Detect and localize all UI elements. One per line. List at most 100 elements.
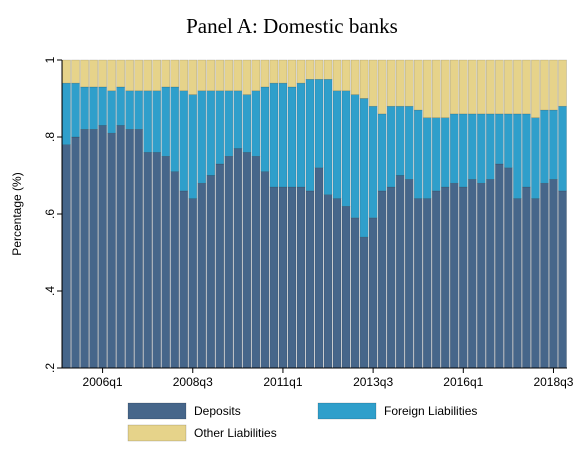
bar-segment [296, 186, 306, 369]
bar-segment [134, 129, 143, 369]
bar-segment [305, 79, 315, 192]
x-tick-label: 2008q3 [173, 375, 213, 389]
bar-segment [531, 59, 540, 118]
x-tick-label: 2016q1 [443, 375, 483, 389]
bar-segment [116, 59, 125, 88]
legend-label: Deposits [194, 404, 241, 418]
bar-segment [161, 59, 171, 88]
bar-segment [377, 190, 387, 369]
bar-segment [89, 59, 98, 88]
bar-segment [531, 117, 540, 199]
legend-label: Foreign Liabilities [384, 404, 477, 418]
bar-segment [287, 186, 297, 369]
bar-segment [62, 144, 71, 369]
bar-segment [404, 59, 414, 107]
bar-segment [477, 59, 486, 115]
bar-segment [170, 171, 180, 369]
y-tick-label: .2 [43, 363, 57, 373]
bar-segment [458, 59, 468, 115]
bar-segment [495, 163, 504, 369]
bar-segment [558, 190, 567, 369]
bar-segment [152, 90, 161, 153]
bar-segment [116, 86, 125, 126]
bar-segment [332, 198, 342, 369]
bar-segment [278, 186, 288, 369]
bar-segment [224, 156, 234, 369]
bar-segment [350, 94, 360, 219]
bar-segment [359, 98, 369, 238]
bar-segment [107, 59, 116, 92]
bar-segment [350, 59, 360, 95]
bar-segment [522, 186, 531, 369]
bar-segment [224, 59, 234, 92]
bar-segment [161, 86, 171, 157]
bar-segment [134, 59, 143, 92]
bar-segment [422, 198, 432, 369]
bar-segment [296, 59, 306, 84]
bar-segment [449, 59, 459, 115]
bar-segment [224, 90, 234, 157]
bar-segment [513, 198, 522, 369]
bar-segment [377, 59, 387, 115]
bar-segment [134, 90, 143, 130]
bar-segment [440, 186, 450, 369]
bar-segment [269, 186, 279, 369]
bar-segment [359, 59, 369, 99]
bar-segment [143, 59, 152, 92]
bar-segment [215, 90, 225, 165]
bar-segment [522, 59, 531, 115]
bar-segment [71, 136, 80, 369]
bar-segment [477, 182, 486, 369]
bar-segment [62, 59, 71, 84]
bar-segment [350, 217, 360, 369]
bar-segment [116, 125, 125, 369]
bar-segment [152, 152, 161, 369]
bar-segment [449, 113, 459, 184]
bar-segment [215, 163, 225, 369]
bar-segment [458, 113, 468, 188]
bar-segment [386, 105, 396, 188]
legend-label: Other Liabilities [194, 426, 277, 440]
y-tick-label: .4 [43, 286, 57, 296]
bar-segment [80, 59, 89, 88]
bar-segment [468, 59, 477, 115]
bar-segment [413, 109, 423, 199]
bar-segment [242, 94, 252, 153]
bar-segment [305, 59, 315, 80]
bar-segment [242, 152, 252, 369]
bar-segment [107, 90, 116, 134]
bar-segment [468, 113, 477, 180]
bar-segment [395, 175, 405, 369]
bar-segment [323, 59, 333, 80]
bar-segment [125, 90, 134, 130]
bar-segment [404, 105, 414, 180]
bar-segment [179, 59, 189, 92]
bar-segment [296, 82, 306, 188]
bar-segment [458, 186, 468, 369]
x-tick-label: 2018q3 [533, 375, 573, 389]
bar-segment [197, 59, 207, 92]
bar-segment [386, 186, 396, 369]
bar-segment [341, 90, 351, 207]
bar-segment [431, 190, 441, 369]
bar-segment [179, 90, 189, 192]
bar-segment [540, 109, 549, 184]
bar-segment [395, 59, 405, 107]
bar-segment [80, 86, 89, 130]
bar-segment [323, 79, 333, 195]
bar-segment [287, 86, 297, 188]
bar-segment [332, 90, 342, 199]
bar-segment [513, 113, 522, 199]
bar-segment [188, 59, 198, 95]
bar-segment [278, 59, 288, 84]
bar-segment [233, 148, 243, 369]
bar-segment [395, 105, 405, 176]
bar-segment [260, 86, 270, 172]
bar-segment [206, 175, 216, 369]
bar-segment [233, 59, 243, 92]
bar-segment [540, 182, 549, 369]
bar-segment [368, 217, 378, 369]
bar-segment [71, 82, 80, 138]
bar-segment [504, 59, 513, 115]
bar-segment [107, 132, 116, 369]
